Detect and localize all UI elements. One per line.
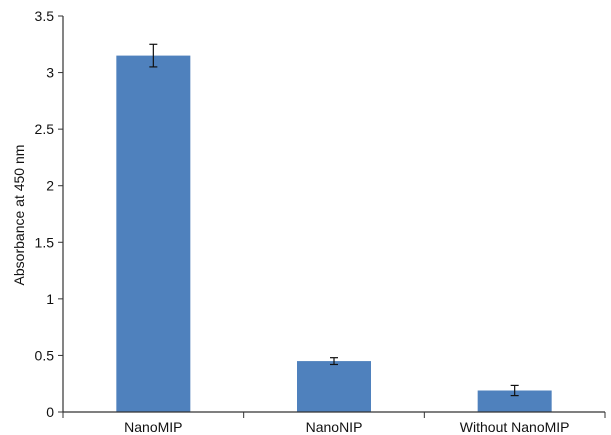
error-bar-nanomip (149, 43, 158, 68)
bars (116, 55, 552, 412)
y-tick-label: 3 (46, 65, 54, 81)
tick-labels: NanoMIP NanoNIP Without NanoMIP 0 0.5 1 1.5 2 2.… (35, 8, 570, 435)
y-tick-label: 0 (46, 404, 54, 420)
bar-without-nanomip (477, 390, 552, 412)
x-tick-label: NanoNIP (306, 419, 363, 435)
y-tick-label: 1 (46, 291, 54, 307)
error-bar-without-nanomip (510, 384, 519, 397)
y-tick-label: 0.5 (35, 347, 55, 363)
bar-nanomip (116, 55, 191, 412)
y-axis-title: Absorbance at 450 nm (11, 145, 27, 286)
error-bar-nanonip (330, 357, 338, 366)
x-tick-label: NanoMIP (124, 419, 182, 435)
bar-nanonip (297, 361, 371, 412)
y-tick-label: 2.5 (35, 121, 55, 137)
axes (58, 15, 606, 418)
x-tick-label: Without NanoMIP (460, 419, 570, 435)
y-tick-label: 3.5 (35, 8, 55, 24)
y-tick-label: 2 (46, 178, 54, 194)
error-bars (149, 43, 519, 397)
y-tick-label: 1.5 (35, 234, 55, 250)
